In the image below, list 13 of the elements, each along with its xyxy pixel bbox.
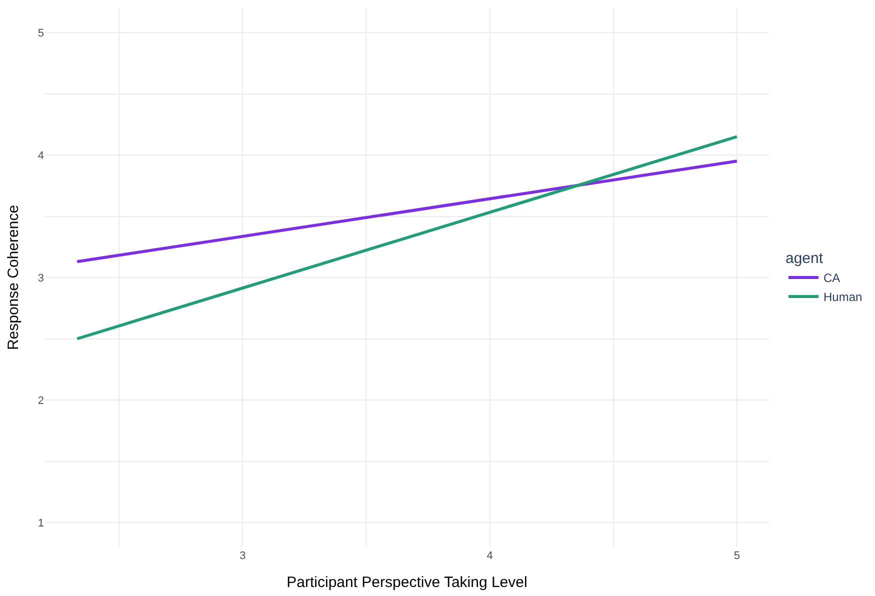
x-tick-label: 4 xyxy=(486,550,493,562)
y-tick-label: 1 xyxy=(38,517,44,530)
x-axis-title: Participant Perspective Taking Level xyxy=(286,574,528,591)
x-tick-label: 3 xyxy=(240,550,246,562)
y-tick-label: 5 xyxy=(38,27,44,40)
x-tick-label: 5 xyxy=(734,550,740,562)
legend-title: agent xyxy=(785,250,824,267)
legend-label: Human xyxy=(823,290,862,304)
legend-label: CA xyxy=(823,271,840,286)
y-tick-label: 3 xyxy=(38,272,44,284)
y-tick-label: 2 xyxy=(38,394,44,407)
y-tick-label: 4 xyxy=(38,150,44,162)
y-axis-title: Response Coherence xyxy=(5,204,22,350)
